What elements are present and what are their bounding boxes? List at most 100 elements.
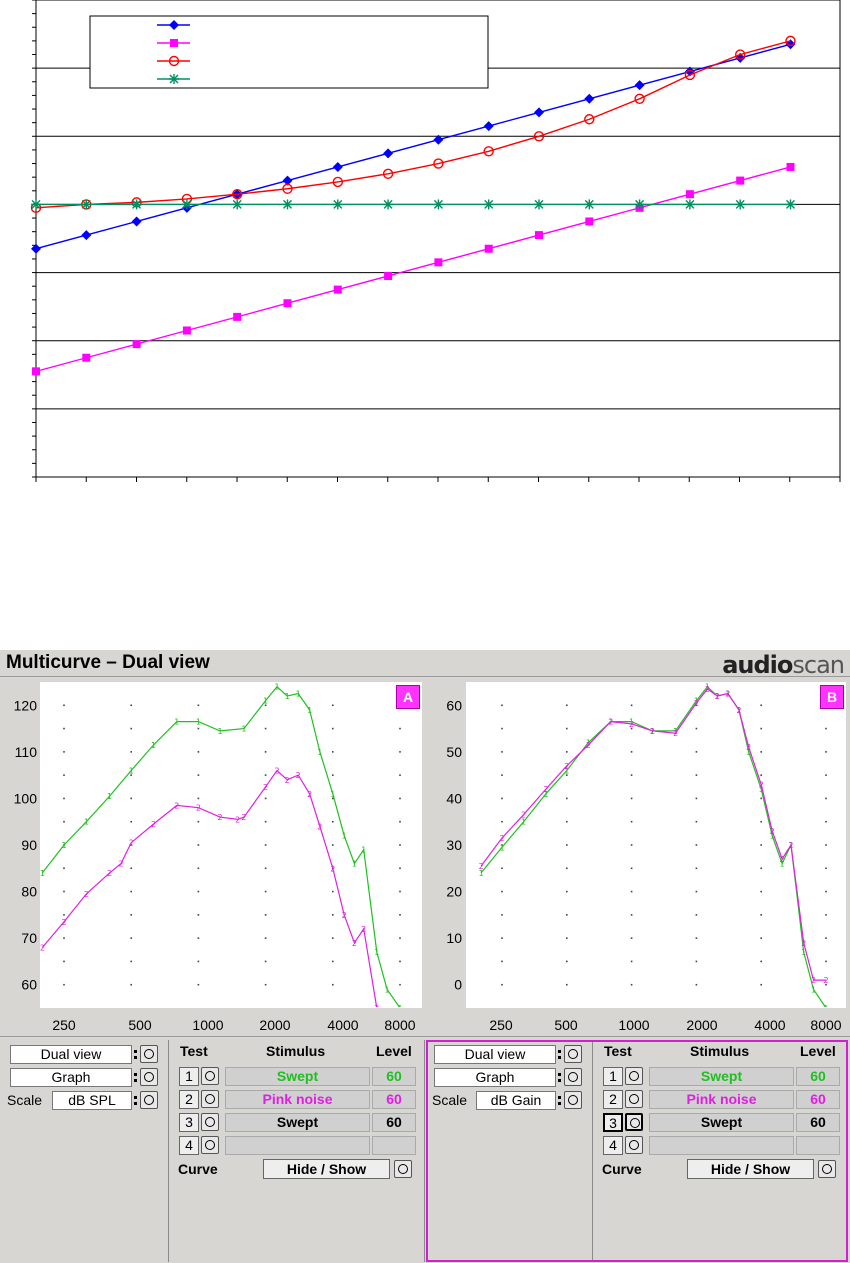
test-knob-icon[interactable] — [625, 1067, 643, 1085]
grid-dot — [566, 960, 568, 963]
graph-badge-a[interactable]: A — [396, 685, 420, 709]
level-field-4[interactable] — [372, 1136, 416, 1155]
curve-marker-label: 1 — [342, 832, 347, 841]
grid-dot — [399, 797, 401, 800]
knob-icon[interactable] — [564, 1068, 582, 1086]
hide-show-button[interactable]: Hide / Show — [263, 1159, 390, 1179]
data-point-asterisk — [684, 199, 695, 210]
grid-dot — [825, 914, 827, 916]
stimulus-field-2[interactable]: Pink noise — [225, 1090, 370, 1109]
grid-dot — [630, 983, 633, 986]
grid-dot — [695, 937, 698, 939]
stimulus-field-1[interactable]: Swept — [649, 1067, 794, 1086]
grid-dot — [695, 867, 698, 870]
data-point-asterisk — [735, 199, 746, 210]
view-mode-dropdown-right[interactable]: Dual view — [434, 1045, 556, 1064]
level-field-2[interactable]: 60 — [372, 1090, 416, 1109]
test-number-button-4[interactable]: 4 — [603, 1136, 623, 1155]
curve-marker-label: 2 — [715, 692, 720, 701]
grid-dot — [399, 727, 401, 730]
grid-dot — [760, 844, 762, 846]
curve-marker-label: 1 — [361, 846, 366, 855]
stimulus-field-1[interactable]: Swept — [225, 1067, 370, 1086]
asterisk-stroke — [433, 199, 443, 209]
test-number-button-2[interactable]: 2 — [603, 1090, 623, 1109]
display-dropdown-left[interactable]: Graph — [10, 1068, 132, 1087]
grid-dot — [566, 867, 568, 870]
scale-dropdown-left[interactable]: dB SPL — [52, 1091, 132, 1110]
curve-marker-label: 2 — [521, 811, 526, 820]
test-number-button-2[interactable]: 2 — [179, 1090, 199, 1109]
curve-marker-label: 2 — [736, 706, 741, 715]
grid-dot — [197, 751, 200, 753]
grid-dot — [760, 867, 762, 870]
view-mode-dropdown-left[interactable]: Dual view — [10, 1045, 132, 1064]
data-point-square — [32, 367, 40, 376]
grid-dot — [630, 890, 633, 893]
curve-marker-label: 1 — [746, 748, 751, 757]
scale-dropdown-right[interactable]: dB Gain — [476, 1091, 556, 1110]
x-tick-label-a: 250 — [52, 1017, 76, 1033]
column-header-level: Level — [376, 1043, 412, 1059]
test-knob-icon[interactable] — [201, 1136, 219, 1154]
scale-label-right: Scale — [432, 1092, 468, 1108]
knob-icon[interactable] — [140, 1045, 158, 1063]
grid-dot — [332, 820, 334, 823]
test-number-button-1[interactable]: 1 — [603, 1067, 623, 1086]
level-field-1[interactable]: 60 — [796, 1067, 840, 1086]
curve-marker-label: 1 — [307, 706, 312, 715]
grid-dot — [630, 704, 633, 707]
curve-marker-label: 2 — [129, 839, 134, 848]
graph-badge-b[interactable]: B — [820, 685, 844, 709]
grid-dot — [264, 751, 267, 753]
grid-dot — [197, 867, 200, 870]
grid-dot — [630, 797, 633, 800]
test-knob-icon[interactable] — [201, 1067, 219, 1085]
stimulus-field-4[interactable] — [225, 1136, 370, 1155]
stimulus-field-4[interactable] — [649, 1136, 794, 1155]
knob-icon[interactable] — [140, 1068, 158, 1086]
level-field-2[interactable]: 60 — [796, 1090, 840, 1109]
grid-dot — [566, 751, 568, 753]
stimulus-field-3[interactable]: Swept — [225, 1113, 370, 1132]
test-knob-icon[interactable] — [201, 1090, 219, 1108]
data-point-asterisk — [31, 199, 41, 210]
stimulus-field-2[interactable]: Pink noise — [649, 1090, 794, 1109]
level-field-1[interactable]: 60 — [372, 1067, 416, 1086]
level-field-4[interactable] — [796, 1136, 840, 1155]
display-dropdown-right[interactable]: Graph — [434, 1068, 556, 1087]
hide-show-knob-icon[interactable] — [394, 1160, 412, 1178]
grid-dot — [566, 983, 568, 986]
graph-b-svg: 1111111111111111111111122222222222222222… — [466, 683, 846, 1013]
knob-icon[interactable] — [564, 1091, 582, 1109]
test-knob-icon[interactable] — [625, 1136, 643, 1154]
curve-marker-label: 2 — [746, 743, 751, 752]
test-number-button-4[interactable]: 4 — [179, 1136, 199, 1155]
asterisk-stroke — [786, 199, 795, 209]
level-field-3[interactable]: 60 — [796, 1113, 840, 1132]
test-number-button-3[interactable]: 3 — [179, 1113, 199, 1132]
grid-dot — [760, 820, 762, 823]
knob-icon[interactable] — [564, 1045, 582, 1063]
hide-show-knob-icon[interactable] — [818, 1160, 836, 1178]
y-tick-label-a: 120 — [14, 697, 38, 713]
test-knob-icon[interactable] — [625, 1113, 643, 1131]
grid-dot — [825, 937, 827, 939]
test-number-button-1[interactable]: 1 — [179, 1067, 199, 1086]
x-tick-label-a: 500 — [128, 1017, 152, 1033]
test-knob-icon[interactable] — [201, 1113, 219, 1131]
hide-show-button[interactable]: Hide / Show — [687, 1159, 814, 1179]
grid-dot — [332, 797, 334, 800]
curve-marker-label: 1 — [780, 860, 785, 869]
stimulus-field-3[interactable]: Swept — [649, 1113, 794, 1132]
grid-dot — [566, 820, 568, 823]
data-point-diamond — [282, 175, 293, 186]
test-number-button-3[interactable]: 3 — [603, 1113, 623, 1132]
curve-marker-label: 1 — [196, 718, 201, 727]
grid-dot — [130, 844, 132, 846]
grid-dot — [630, 867, 633, 870]
knob-icon[interactable] — [140, 1091, 158, 1109]
test-knob-icon[interactable] — [625, 1090, 643, 1108]
level-field-3[interactable]: 60 — [372, 1113, 416, 1132]
